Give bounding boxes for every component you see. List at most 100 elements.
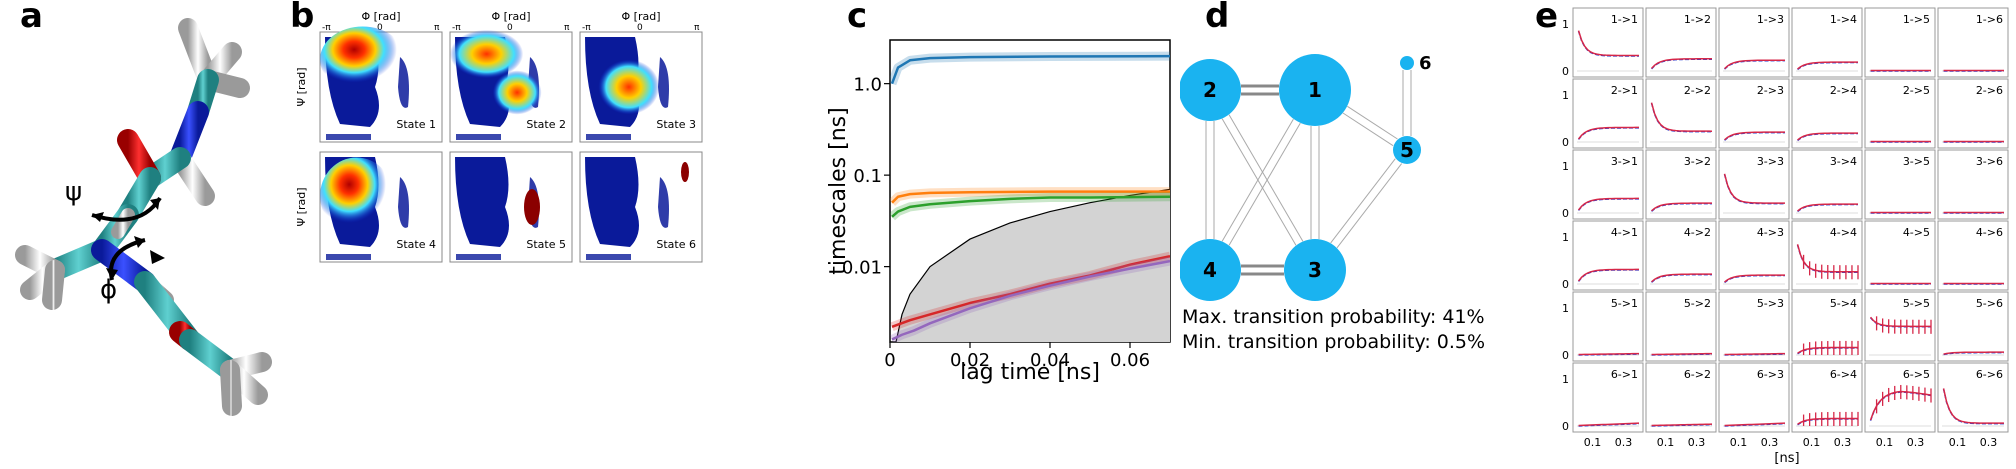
ck-subplot: 3->4 <box>1791 149 1863 220</box>
ck-x-tick-label: 0.1 <box>1876 436 1894 449</box>
ck-subplot: 5->5 <box>1864 291 1936 362</box>
ck-subplot-title: 1->6 <box>1976 13 2003 26</box>
ck-x-tick-label: 0.1 <box>1657 436 1675 449</box>
phi-axis-label: Φ [rad] <box>622 10 661 23</box>
x-tick-label: 0.06 <box>1110 350 1150 371</box>
state-node <box>1284 239 1346 301</box>
ck-prediction-line <box>1797 132 1859 141</box>
ck-subplot: 4->6 <box>1937 220 2009 291</box>
ck-subplot: 5->6 <box>1937 291 2009 362</box>
phi-angle-label: ϕ <box>100 275 117 305</box>
ck-subplot-title: 3->6 <box>1976 155 2003 168</box>
ck-subplot: 3->6 <box>1937 149 2009 220</box>
panel-label-a: a <box>20 0 43 36</box>
ck-subplot-title: 5->4 <box>1830 297 1857 310</box>
ck-subplot-frame <box>1645 78 1717 149</box>
ck-subplot: 4->4 <box>1791 220 1863 291</box>
y-tick-label: 0.01 <box>842 258 882 279</box>
state-label: State 6 <box>656 238 696 251</box>
ck-subplot-frame <box>1937 291 2009 362</box>
ck-subplot-title: 3->1 <box>1611 155 1638 168</box>
cutoff-line <box>895 188 1170 342</box>
ck-subplot-title: 2->5 <box>1903 84 1930 97</box>
ck-subplot: 6->4 0.1 0.3 <box>1791 362 1863 449</box>
ck-subplot: 4->3 <box>1718 220 1790 291</box>
panel-e: e [ns] 1->1 1 0 1->2 1->3 1->4 1->5 1->6 2->1 1 0 2… <box>1525 0 2016 466</box>
series-line <box>891 190 1170 204</box>
ck-subplot-title: 2->2 <box>1684 84 1711 97</box>
ck-subplot-frame <box>1572 7 1644 78</box>
ck-subplot: 1->1 1 0 <box>1562 7 1644 78</box>
ck-subplot-title: 1->5 <box>1903 13 1930 26</box>
ck-subplot-title: 1->2 <box>1684 13 1711 26</box>
ck-prediction-line <box>1577 30 1640 57</box>
ck-subplot-frame <box>1718 149 1790 220</box>
tick-label-pi: π <box>564 23 570 33</box>
ck-y-tick-label: 1 <box>1562 89 1569 102</box>
ck-subplot-title: 1->1 <box>1611 13 1638 26</box>
panel-label-b: b <box>290 0 315 36</box>
ck-subplot-title: 6->2 <box>1684 368 1711 381</box>
density-hotspot <box>492 70 542 115</box>
density-band <box>456 134 501 140</box>
ck-prediction-line <box>1723 173 1786 204</box>
ck-subplot: 1->2 <box>1645 7 1717 78</box>
density-hotspot <box>681 162 689 182</box>
tick-label-zero: 0 <box>637 23 643 33</box>
transition-edge <box>1228 122 1301 246</box>
ck-y-tick-label: 0 <box>1562 349 1569 362</box>
ck-subplot-title: 2->6 <box>1976 84 2003 97</box>
ck-subplot: 1->3 <box>1718 7 1790 78</box>
y-tick-label: 0.1 <box>853 166 882 187</box>
density-region <box>585 157 639 247</box>
density-hotspot <box>450 29 524 79</box>
state-node <box>1179 59 1241 121</box>
state-plot: State 2 <box>449 29 573 143</box>
ck-subplot-frame <box>1572 78 1644 149</box>
tick-label-pi: π <box>694 23 700 33</box>
tick-label-minus-pi: -π <box>582 23 591 33</box>
ck-subplot: 5->2 <box>1645 291 1717 362</box>
ck-subplot-frame <box>1718 7 1790 78</box>
ck-prediction-line <box>1724 274 1786 283</box>
ck-x-tick-label: 0.3 <box>1761 436 1779 449</box>
ck-subplot-frame <box>1718 362 1790 433</box>
ck-subplot-title: 6->3 <box>1757 368 1784 381</box>
molecule-3d-model: ψ ϕ <box>15 18 272 416</box>
ck-y-tick-label: 1 <box>1562 302 1569 315</box>
ck-prediction-line <box>1578 352 1640 356</box>
x-axis-label: lag time [ns] <box>960 360 1100 385</box>
ck-subplot-title: 6->4 <box>1830 368 1857 381</box>
series-line <box>891 254 1170 328</box>
density-region <box>455 157 509 247</box>
implied-timescales-chart: timescales [ns] lag time [ns] 0 0.02 0.04 0… <box>826 39 1171 385</box>
ck-y-tick-label: 1 <box>1562 18 1569 31</box>
density-band <box>326 254 371 260</box>
state-node <box>1393 136 1421 164</box>
ck-subplot: 1->5 <box>1864 7 1936 78</box>
ck-subplot-title: 2->4 <box>1830 84 1857 97</box>
ck-subplot-title: 2->3 <box>1757 84 1784 97</box>
state-label: State 5 <box>526 238 566 251</box>
ck-subplot-frame <box>1864 78 1936 149</box>
state-plot: State 4 <box>319 151 443 263</box>
state-label: State 1 <box>396 118 436 131</box>
ck-subplot: 4->2 <box>1645 220 1717 291</box>
psi-axis-label: Ψ [rad] <box>295 188 308 227</box>
ck-subplot-frame <box>1937 7 2009 78</box>
ck-subplot-title: 4->2 <box>1684 226 1711 239</box>
density-hotspot <box>320 26 406 93</box>
ck-subplot: 1->4 <box>1791 7 1863 78</box>
panel-label-d: d <box>1205 0 1230 36</box>
ck-subplot: 2->2 <box>1645 78 1717 149</box>
transition-network: Max. transition probability: 41% Min. tr… <box>1179 53 1485 353</box>
ck-prediction-line <box>1651 352 1713 356</box>
tick-label-minus-pi: -π <box>322 23 331 33</box>
y-axis-label: timescales [ns] <box>826 107 851 274</box>
ck-subplot-frame <box>1864 362 1936 433</box>
ck-subplot: 5->1 1 0 <box>1562 291 1644 362</box>
panel-label-c: c <box>847 0 868 36</box>
ck-x-tick-label: 0.1 <box>1730 436 1748 449</box>
series-confidence-band <box>890 51 1170 86</box>
